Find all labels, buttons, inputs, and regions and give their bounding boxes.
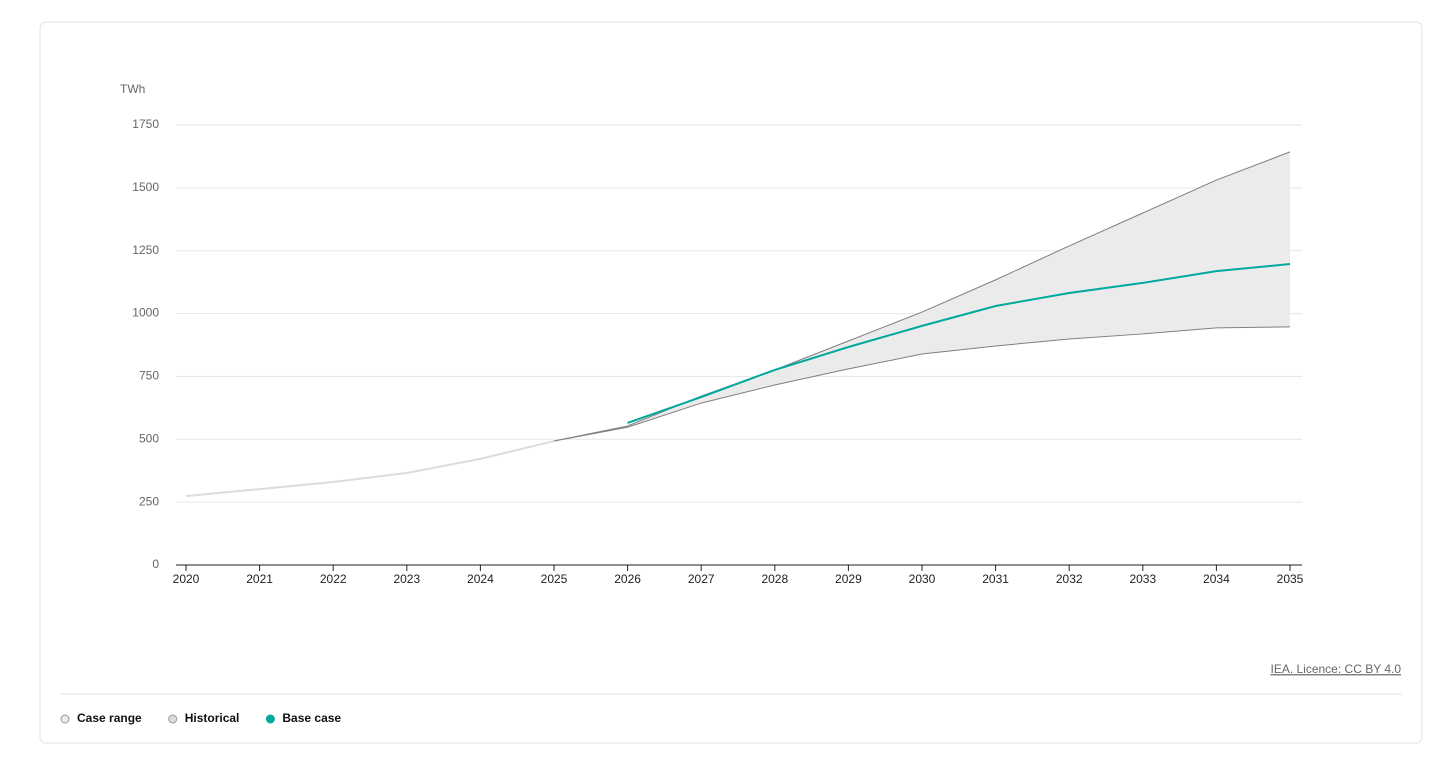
- y-tick-label: 1000: [132, 306, 159, 320]
- x-tick-label: 2031: [982, 572, 1009, 586]
- series-line: [627, 263, 1291, 424]
- legend-label[interactable]: Case range: [77, 711, 142, 725]
- legend-label[interactable]: Base case: [282, 711, 341, 725]
- x-tick-label: 2030: [909, 572, 936, 586]
- y-tick-label: 1750: [132, 117, 159, 131]
- y-tick-label: 250: [139, 494, 159, 508]
- y-tick-label: 1500: [132, 180, 159, 194]
- source-link[interactable]: IEA. Licence: CC BY 4.0: [1270, 662, 1401, 676]
- y-axis-label: TWh: [120, 82, 145, 96]
- card: [39, 21, 1423, 744]
- x-tick-label: 2034: [1203, 572, 1230, 586]
- x-tick-label: 2022: [320, 572, 347, 586]
- x-tick-label: 2026: [614, 572, 641, 586]
- legend-marker[interactable]: [265, 714, 275, 724]
- x-tick-label: 2035: [1277, 572, 1304, 586]
- x-tick-label: 2020: [173, 572, 200, 586]
- x-tick-label: 2027: [688, 572, 715, 586]
- series-line: [185, 440, 555, 498]
- legend-marker[interactable]: [168, 714, 178, 724]
- x-tick-label: 2025: [541, 572, 568, 586]
- case-range-area: [554, 151, 1290, 442]
- x-tick-label: 2032: [1056, 572, 1083, 586]
- x-tick-label: 2033: [1129, 572, 1156, 586]
- x-tick-label: 2028: [761, 572, 788, 586]
- x-tick-label: 2029: [835, 572, 862, 586]
- legend-marker[interactable]: [60, 714, 70, 724]
- y-tick-label: 750: [139, 369, 159, 383]
- y-tick-label: 0: [152, 557, 159, 571]
- y-tick-label: 1250: [132, 243, 159, 257]
- x-tick-label: 2023: [393, 572, 420, 586]
- y-tick-label: 500: [139, 431, 159, 445]
- legend-label[interactable]: Historical: [185, 711, 240, 725]
- x-tick-label: 2021: [246, 572, 273, 586]
- x-tick-label: 2024: [467, 572, 494, 586]
- case-range-bound: [553, 326, 1291, 442]
